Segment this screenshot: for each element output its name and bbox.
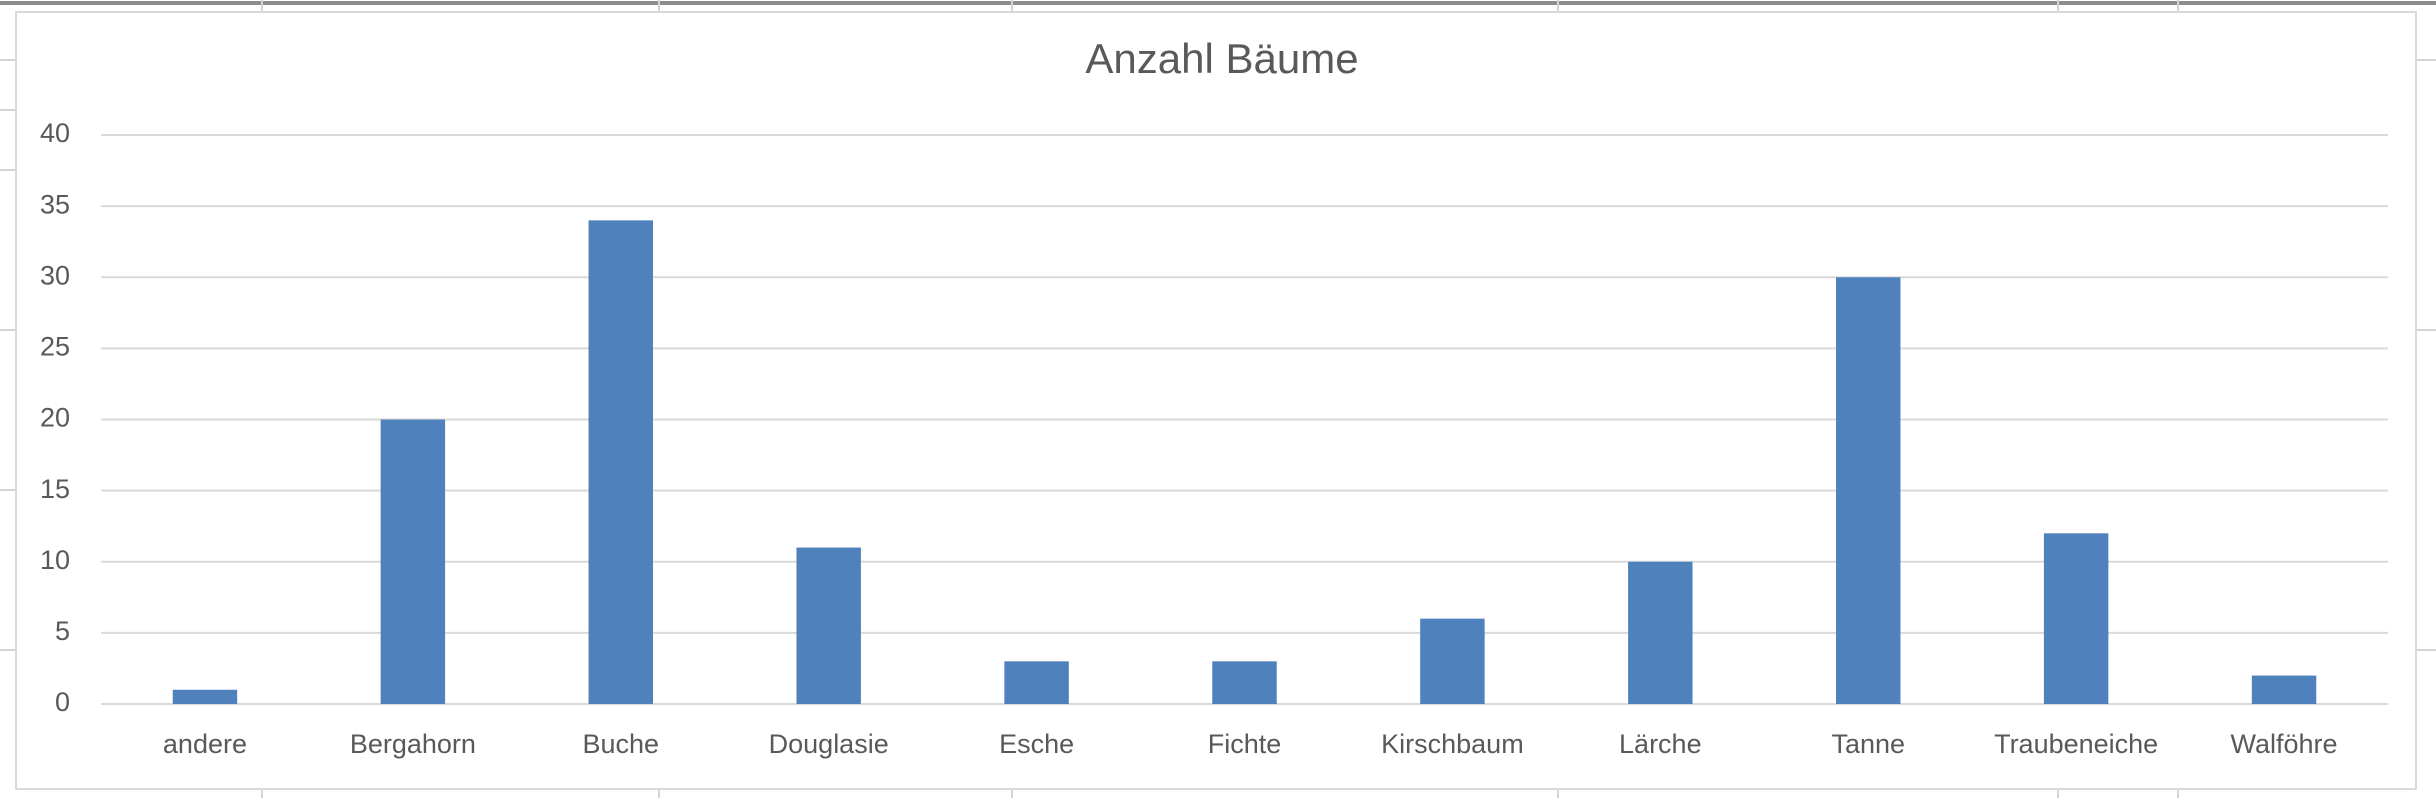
x-tick-label: Traubeneiche <box>1994 729 2158 759</box>
y-tick-label: 15 <box>40 474 70 504</box>
chart-title: Anzahl Bäume <box>1085 35 1358 82</box>
x-tick-label: Buche <box>582 729 659 759</box>
bar <box>1004 661 1069 704</box>
bar <box>588 220 653 704</box>
x-tick-label: Lärche <box>1619 729 1702 759</box>
x-tick-label: Douglasie <box>769 729 889 759</box>
x-tick-label: Kirschbaum <box>1381 729 1524 759</box>
x-tick-label: Walföhre <box>2231 729 2338 759</box>
x-tick-label: Esche <box>999 729 1074 759</box>
x-tick-label: Bergahorn <box>350 729 476 759</box>
bar <box>172 689 238 704</box>
bar <box>380 419 446 704</box>
x-tick-label: Tanne <box>1831 729 1905 759</box>
bar <box>1628 561 1693 704</box>
bar <box>1836 277 1901 704</box>
y-tick-label: 25 <box>40 332 70 362</box>
bar <box>1420 618 1485 704</box>
y-tick-label: 30 <box>40 260 70 290</box>
y-tick-label: 5 <box>55 616 70 646</box>
y-tick-label: 35 <box>40 189 70 219</box>
x-tick-label: andere <box>163 729 247 759</box>
y-tick-label: 40 <box>40 118 70 148</box>
bar <box>1212 661 1277 704</box>
bar <box>796 547 861 704</box>
bar <box>2043 533 2109 704</box>
y-tick-label: 10 <box>40 545 70 575</box>
y-tick-label: 0 <box>55 687 70 717</box>
y-tick-label: 20 <box>40 403 70 433</box>
bar <box>2251 675 2317 704</box>
x-tick-label: Fichte <box>1208 729 1282 759</box>
